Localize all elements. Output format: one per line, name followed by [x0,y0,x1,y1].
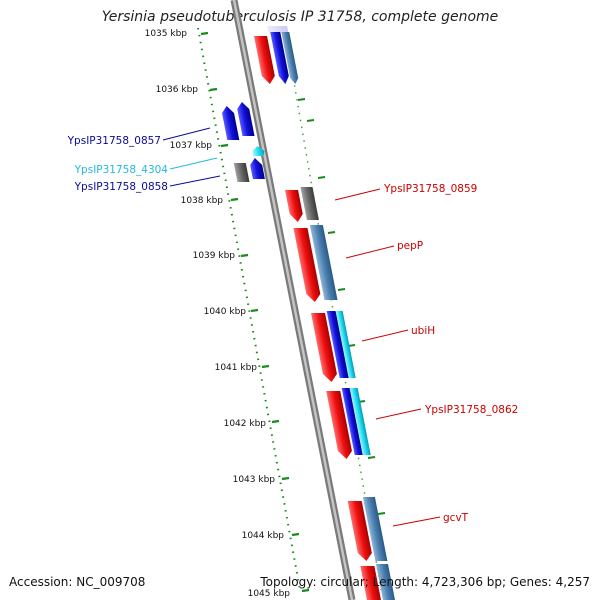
kbp-tick-labels: 1035 kbp 1036 kbp 1037 kbp 1038 kbp 1039… [145,29,291,599]
tick-label-1036: 1036 kbp [156,85,199,95]
tick-label-1044: 1044 kbp [242,531,285,541]
tick-label-1039: 1039 kbp [193,251,236,261]
gene-0857-b [237,102,255,136]
genome-backbone [230,0,356,600]
gene-red-top [254,36,275,84]
gene-0859-red [285,190,303,222]
gene-label-gcvT: gcvT [443,512,469,524]
tick-label-1045: 1045 kbp [248,589,291,599]
tick-label-1043: 1043 kbp [233,475,276,485]
tick-label-1040: 1040 kbp [204,307,247,317]
gene-label-0857: YpsIP31758_0857 [67,135,161,147]
tick-label-1035: 1035 kbp [145,29,188,39]
gene-0857-a [222,106,240,140]
tick-label-1042: 1042 kbp [224,419,267,429]
gene-ubiH-blue [326,311,349,378]
gene-labels-right: YpsIP31758_0859 pepP ubiH YpsIP31758_086… [383,183,518,524]
kbp-ticks [200,31,310,593]
gene-gcvT-red [347,501,372,561]
gene-ubiH-cyan [335,311,356,378]
gene-label-pepP: pepP [397,240,423,252]
gene-0862-red [326,391,352,459]
tick-label-1038: 1038 kbp [181,196,224,206]
gene-0859-gray [300,187,319,220]
forward-strand-genes[interactable] [252,26,395,600]
gene-ubiH-red [311,313,337,382]
right-track-ticks [297,98,386,515]
gene-label-0862: YpsIP31758_0862 [424,404,518,416]
map-title: Yersinia pseudotuberculosis IP 31758, co… [101,9,499,25]
gene-steel-top [281,32,299,84]
gene-label-0858: YpsIP31758_0858 [74,181,168,193]
gene-0862-cyan [349,388,371,455]
label-connectors [162,127,441,527]
gene-bottom-red [360,566,381,600]
gene-blue-top [270,32,289,84]
genome-stats-label: Topology: circular; Length: 4,723,306 bp… [260,575,590,589]
gene-0858 [250,158,265,179]
gene-bottom-steel [375,564,395,600]
gene-gray-small [233,163,250,182]
gene-0862-blue [341,388,363,455]
gene-label-4304: YpsIP31758_4304 [74,164,169,176]
gene-pepP-red [293,228,321,302]
gene-pale-top [267,26,289,32]
gene-pepP-steel [309,225,338,300]
tick-label-1041: 1041 kbp [215,363,258,373]
tick-label-1037: 1037 kbp [170,141,213,151]
accession-label: Accession: NC_009708 [9,575,146,589]
gene-gcvT-steel [362,497,388,561]
gene-4304 [252,146,265,156]
gene-label-0859: YpsIP31758_0859 [383,183,477,195]
gene-label-ubiH: ubiH [411,325,435,337]
gene-labels-left: YpsIP31758_0857 YpsIP31758_4304 YpsIP317… [67,135,169,193]
reverse-strand-genes[interactable] [220,102,271,182]
